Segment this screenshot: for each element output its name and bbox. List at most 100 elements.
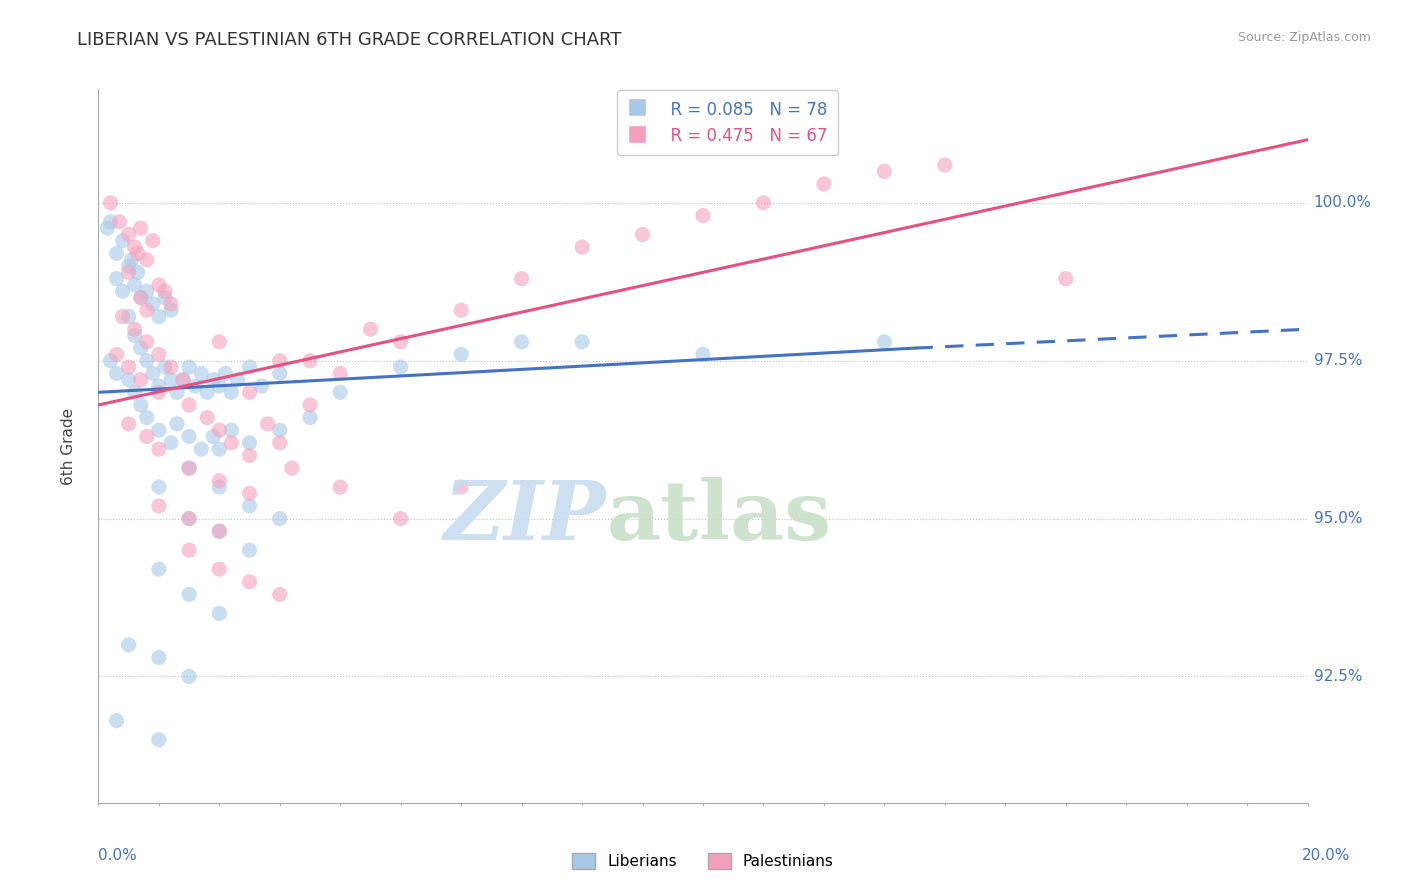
Point [752, 195, 775, 210]
Point [105, 246, 128, 260]
Point [129, 341, 152, 355]
Point [184, 379, 207, 393]
Point [166, 385, 188, 400]
Point [221, 423, 243, 437]
Point [179, 461, 201, 475]
Text: atlas: atlas [606, 477, 831, 558]
Point [153, 291, 176, 305]
Point [148, 423, 170, 437]
Point [153, 285, 176, 299]
Point [129, 221, 152, 235]
Legend: Liberians, Palestinians: Liberians, Palestinians [567, 847, 839, 875]
Point [118, 227, 141, 242]
Point [105, 347, 128, 361]
Point [179, 461, 201, 475]
Point [135, 410, 157, 425]
Point [510, 271, 533, 285]
Point [153, 360, 176, 375]
Point [148, 385, 170, 400]
Point [100, 215, 122, 229]
Point [1054, 271, 1077, 285]
Point [148, 499, 170, 513]
Point [214, 367, 236, 381]
Point [148, 480, 170, 494]
Point [190, 367, 212, 381]
Point [239, 574, 262, 589]
Point [118, 638, 141, 652]
Point [179, 398, 201, 412]
Point [389, 334, 412, 349]
Point [118, 265, 141, 279]
Point [172, 373, 194, 387]
Point [873, 334, 896, 349]
Point [129, 373, 152, 387]
Point [389, 360, 412, 375]
Point [129, 398, 152, 412]
Point [269, 587, 291, 601]
Point [118, 373, 141, 387]
Point [239, 435, 262, 450]
Point [873, 164, 896, 178]
Text: 97.5%: 97.5% [1313, 353, 1362, 368]
Point [299, 398, 322, 412]
Point [208, 480, 231, 494]
Point [221, 435, 243, 450]
Point [239, 543, 262, 558]
Point [148, 650, 170, 665]
Point [135, 285, 157, 299]
Point [108, 215, 131, 229]
Point [179, 587, 201, 601]
Text: LIBERIAN VS PALESTINIAN 6TH GRADE CORRELATION CHART: LIBERIAN VS PALESTINIAN 6TH GRADE CORREL… [77, 31, 621, 49]
Point [160, 297, 183, 311]
Point [299, 353, 322, 368]
Point [124, 385, 146, 400]
Point [190, 442, 212, 457]
Point [813, 177, 835, 191]
Point [208, 379, 231, 393]
Point [135, 429, 157, 443]
Point [239, 385, 262, 400]
Point [135, 334, 157, 349]
Point [148, 732, 170, 747]
Point [179, 360, 201, 375]
Point [239, 499, 262, 513]
Point [118, 360, 141, 375]
Point [934, 158, 956, 172]
Text: 95.0%: 95.0% [1313, 511, 1362, 526]
Point [142, 234, 165, 248]
Point [166, 417, 188, 431]
Point [571, 334, 593, 349]
Point [100, 353, 122, 368]
Point [142, 367, 165, 381]
Point [135, 303, 157, 318]
Point [208, 423, 231, 437]
Point [118, 310, 141, 324]
Point [202, 373, 225, 387]
Point [96, 221, 118, 235]
Point [250, 379, 273, 393]
Point [269, 423, 291, 437]
Point [105, 367, 128, 381]
Point [148, 347, 170, 361]
Point [208, 562, 231, 576]
Text: 20.0%: 20.0% [1302, 848, 1350, 863]
Point [208, 442, 231, 457]
Point [124, 277, 146, 292]
Legend:   R = 0.085   N = 78,   R = 0.475   N = 67: R = 0.085 N = 78, R = 0.475 N = 67 [617, 90, 838, 155]
Point [100, 195, 122, 210]
Point [124, 322, 146, 336]
Point [226, 373, 249, 387]
Point [692, 209, 714, 223]
Point [160, 303, 183, 318]
Point [148, 442, 170, 457]
Point [195, 410, 218, 425]
Point [360, 322, 382, 336]
Point [631, 227, 654, 242]
Point [118, 417, 141, 431]
Point [208, 474, 231, 488]
Point [389, 511, 412, 525]
Point [299, 410, 322, 425]
Point [129, 291, 152, 305]
Point [160, 360, 183, 375]
Point [450, 480, 472, 494]
